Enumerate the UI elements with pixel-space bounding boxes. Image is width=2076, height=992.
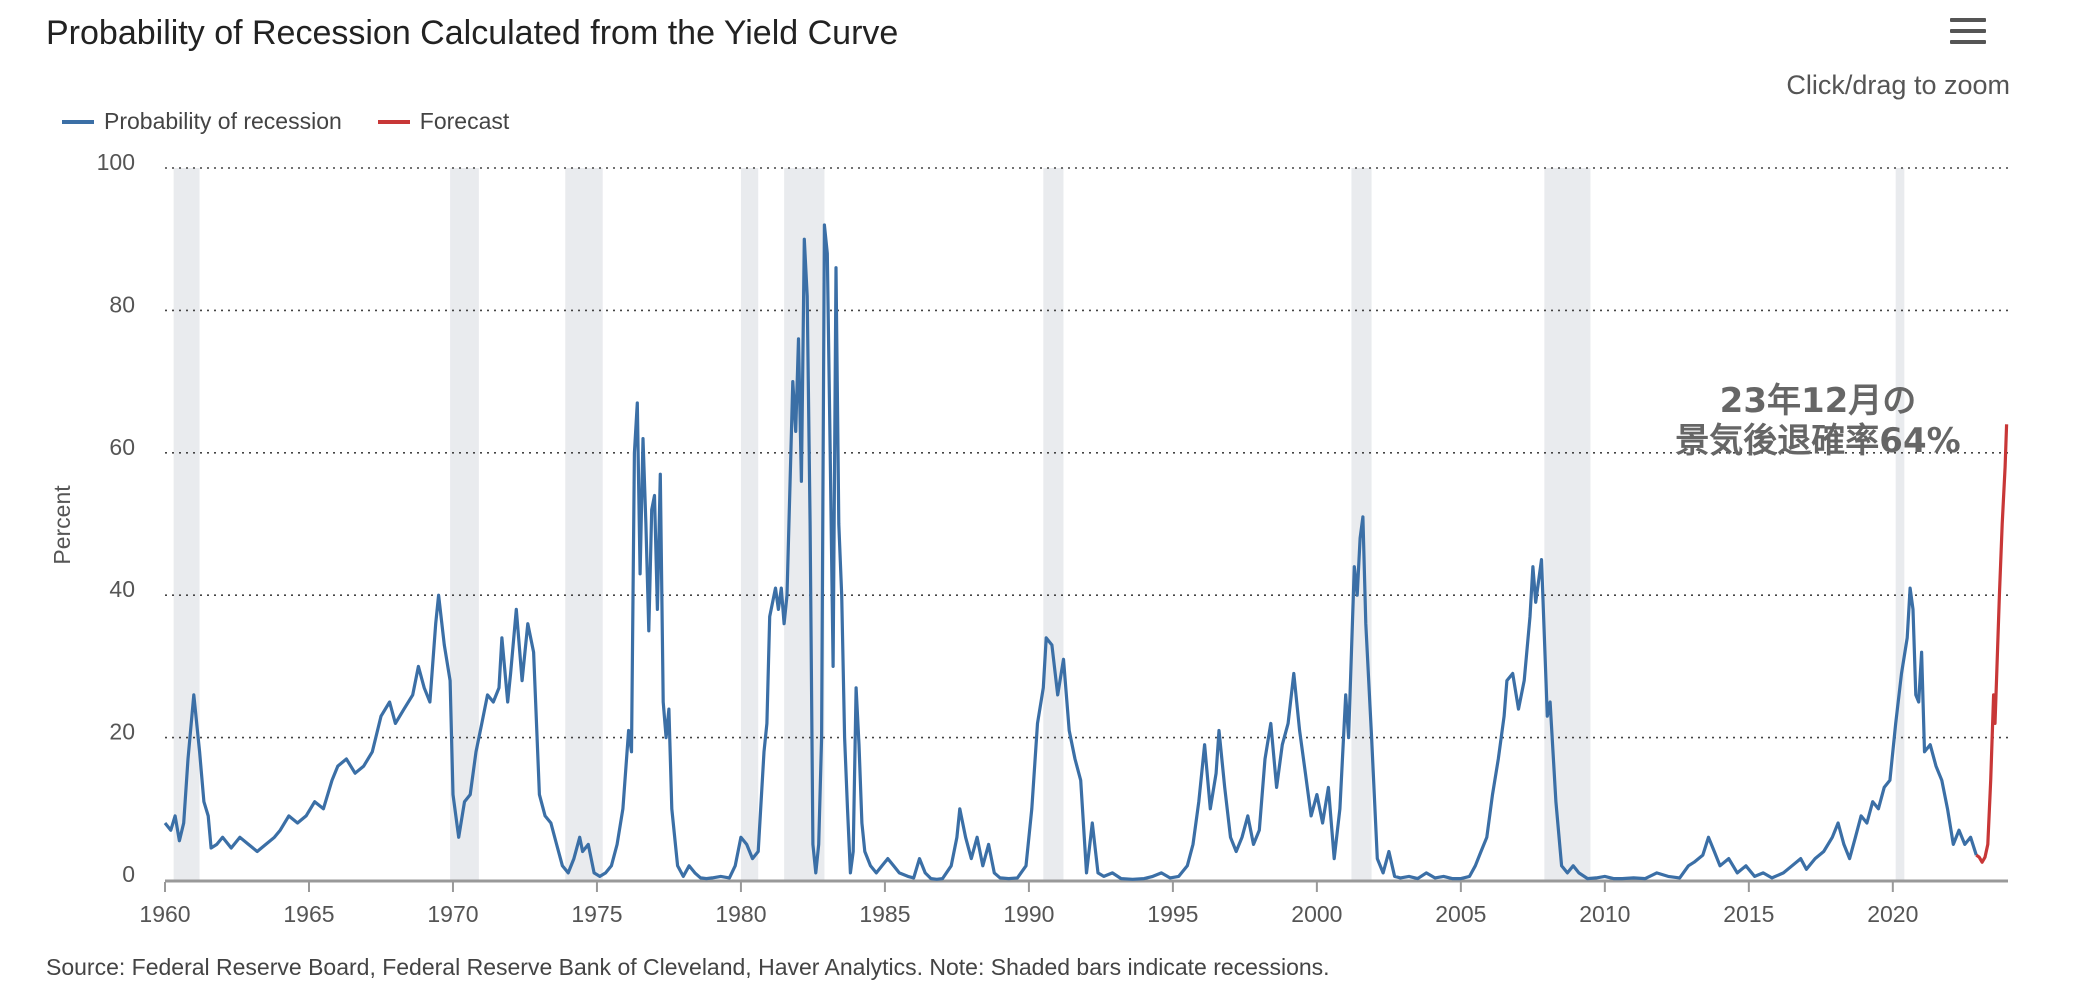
y-tick-label: 40 — [109, 576, 135, 602]
forecast-annotation-line1: 23年12月の — [1720, 381, 1917, 421]
y-tick-label: 80 — [109, 291, 135, 317]
chart-title: Probability of Recession Calculated from… — [46, 14, 899, 52]
menu-bar — [1950, 29, 1986, 33]
y-tick-label: 60 — [109, 434, 135, 460]
legend-swatch-forecast — [377, 119, 410, 124]
legend-label-probability: Probability of recession — [104, 108, 342, 134]
legend-label-forecast: Forecast — [419, 108, 510, 134]
series-line-probability — [163, 223, 1978, 881]
y-tick-label: 100 — [97, 149, 135, 175]
recession-band — [740, 168, 759, 880]
legend-item-probability[interactable]: Probability of recession — [62, 108, 342, 135]
recession-band — [565, 168, 603, 880]
x-tick-label: 1970 — [427, 901, 478, 927]
legend-item-forecast[interactable]: Forecast — [377, 108, 510, 135]
x-tick-label: 1975 — [571, 901, 622, 927]
x-tick-label: 2020 — [1867, 901, 1918, 927]
recession-band — [1544, 168, 1591, 880]
source-note: Source: Federal Reserve Board, Federal R… — [46, 954, 1330, 980]
forecast-annotation-line2: 景気後退確率64% — [1675, 421, 1960, 461]
menu-bar — [1950, 40, 1986, 44]
x-tick-label: 1990 — [1003, 901, 1054, 927]
x-tick-label: 1965 — [283, 901, 334, 927]
x-tick-label: 2005 — [1435, 901, 1486, 927]
y-tick-label: 0 — [122, 861, 135, 887]
hamburger-menu-icon[interactable] — [1950, 18, 1986, 50]
menu-bar — [1950, 18, 1986, 22]
y-axis-label: Percent — [49, 485, 75, 565]
x-tick-label: 2010 — [1579, 901, 1630, 927]
x-tick-label: 2015 — [1723, 901, 1774, 927]
legend: Probability of recession Forecast — [62, 108, 509, 135]
x-tick-label: 1960 — [139, 901, 190, 927]
x-tick-label: 1985 — [859, 901, 910, 927]
recession-band — [1895, 168, 1905, 880]
series-line-forecast — [1975, 424, 2009, 864]
zoom-hint: Click/drag to zoom — [1786, 70, 2010, 100]
legend-swatch-probability — [62, 119, 94, 124]
x-tick-label: 2000 — [1291, 901, 1342, 927]
x-tick-label: 1995 — [1147, 901, 1198, 927]
y-tick-label: 20 — [109, 719, 135, 745]
recession-band — [1043, 168, 1064, 880]
x-tick-label: 1980 — [715, 901, 766, 927]
